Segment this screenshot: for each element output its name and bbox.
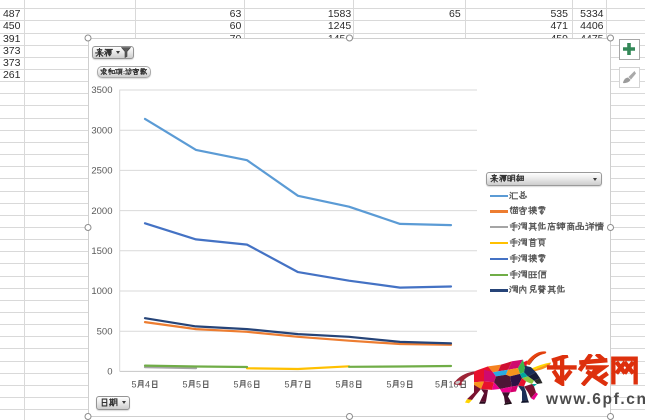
svg-text:2500: 2500 bbox=[91, 166, 112, 177]
svg-text:1500: 1500 bbox=[91, 246, 112, 257]
svg-text:3000: 3000 bbox=[91, 125, 112, 136]
svg-text:500: 500 bbox=[97, 326, 113, 337]
svg-text:2000: 2000 bbox=[91, 206, 112, 217]
svg-text:1000: 1000 bbox=[91, 286, 112, 297]
svg-text:3500: 3500 bbox=[91, 85, 112, 96]
svg-text:0: 0 bbox=[107, 367, 112, 378]
